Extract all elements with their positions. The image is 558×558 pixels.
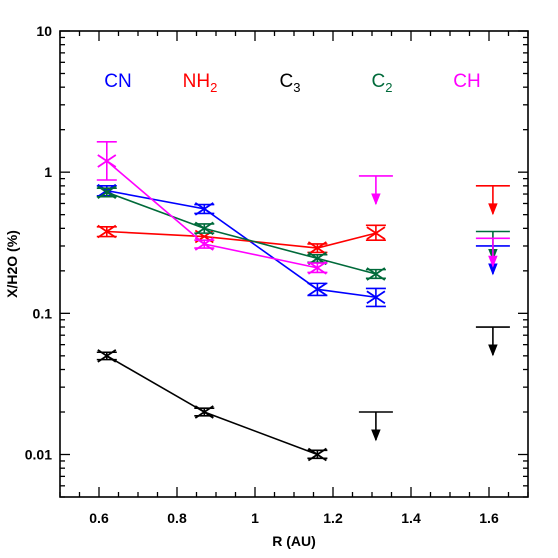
species-label-subscript: 3 (293, 80, 300, 95)
series-c3 (96, 326, 510, 462)
upper-limit-arrowhead (488, 203, 498, 216)
data-marker (307, 261, 327, 275)
x-tick-label: 0.8 (167, 510, 187, 526)
species-label-main: C (280, 71, 294, 92)
plot-frame (59, 30, 529, 498)
series-line (106, 191, 377, 275)
data-marker (97, 349, 117, 363)
series-line (106, 355, 318, 456)
species-label-subscript: 2 (210, 80, 217, 95)
x-tick-label: 1.6 (479, 510, 499, 526)
data-marker (194, 202, 214, 216)
species-label-nh2: NH2 (183, 71, 218, 95)
data-marker (366, 290, 386, 304)
species-label-main: NH (183, 71, 210, 92)
data-marker (366, 267, 386, 281)
data-marker (307, 447, 327, 462)
upper-limit-arrowhead (488, 344, 498, 357)
data-marker (307, 282, 327, 297)
data-marker (307, 241, 327, 255)
series-line (106, 230, 377, 249)
data-marker (97, 224, 117, 239)
species-label-main: CN (104, 71, 131, 92)
species-label-ch: CH (453, 71, 480, 92)
x-axis-title: R (AU) (272, 533, 316, 549)
data-marker (366, 226, 386, 240)
y-tick-label: 10 (36, 23, 52, 39)
data-marker (97, 154, 117, 168)
species-label-subscript: 2 (385, 80, 392, 95)
y-tick-label: 0.01 (25, 447, 52, 463)
upper-limit-arrowhead (488, 255, 498, 268)
series-layer (96, 141, 510, 462)
data-marker (194, 237, 214, 251)
data-marker (97, 185, 117, 200)
species-label-c3: C3 (280, 71, 301, 95)
species-label-cn: CN (104, 71, 131, 92)
axis-tick-labels: 0.6 0.8 1 1.2 1.4 1.6 0.01 0.1 1 10 (25, 23, 499, 526)
y-tick-label: 0.1 (33, 305, 53, 321)
series-nh2 (96, 185, 510, 255)
y-tick-label: 1 (44, 164, 52, 180)
series-c2 (96, 185, 510, 281)
x-tick-label: 0.6 (89, 510, 109, 526)
series-cn (96, 183, 510, 308)
species-label-main: C (372, 71, 386, 92)
x-tick-label: 1 (251, 510, 259, 526)
species-label-c2: C2 (372, 71, 393, 95)
y-axis-title: X/H2O (%) (4, 230, 20, 298)
axis-ticks (59, 30, 529, 498)
species-labels: CN NH2 C3 C2 CH (104, 71, 480, 95)
x-tick-label: 1.2 (323, 510, 343, 526)
upper-limit-arrowhead (371, 429, 381, 442)
series-ch (96, 141, 510, 275)
data-marker (194, 221, 214, 236)
upper-limit-arrowhead (371, 193, 381, 206)
series-line (106, 189, 377, 299)
species-label-main: CH (453, 71, 480, 92)
data-marker (194, 405, 214, 419)
x-tick-label: 1.4 (401, 510, 421, 526)
